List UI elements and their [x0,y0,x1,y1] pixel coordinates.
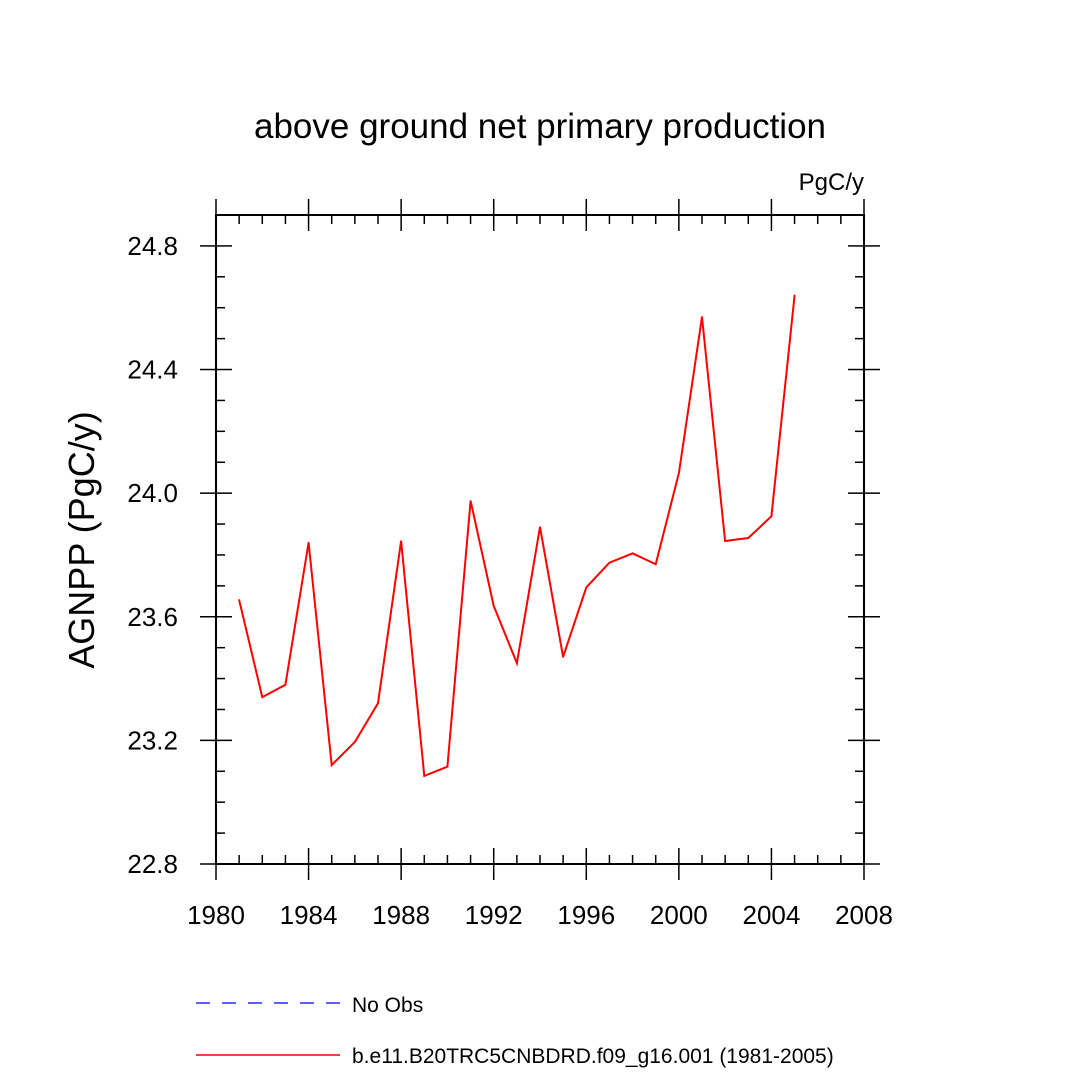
series-line [238,295,796,778]
legend-model-label: b.e11.B20TRC5CNBDRD.f09_g16.001 (1981-20… [352,1045,834,1068]
x-tick-label: 1992 [465,900,523,930]
data-point [562,656,564,658]
plot-frame [215,214,865,865]
data-point [469,500,472,502]
units-label: PgC/y [799,169,864,196]
data-point [238,598,240,601]
y-tick-label: 24.0 [127,478,178,508]
data-point [678,472,680,474]
y-tick-label: 22.8 [127,849,178,879]
data-point [261,696,264,698]
y-tick-label: 23.6 [127,602,178,632]
axis-ticks [200,199,880,880]
data-point [539,526,541,528]
data-point [585,586,588,589]
data-point [608,561,611,564]
data-point [354,741,356,743]
data-point [654,563,657,566]
data-point [377,702,379,705]
y-tick-labels: 22.8 23.2 23.6 24.0 24.4 24.8 [127,231,178,879]
data-point [400,540,402,542]
legend: No Obs b.e11.B20TRC5CNBDRD.f09_g16.001 (… [196,994,834,1068]
x-tick-label: 1980 [187,900,245,930]
data-point [492,605,495,607]
y-axis-label: AGNPP (PgC/y) [61,411,102,668]
data-point [770,515,773,518]
x-tick-label: 2004 [743,900,801,930]
y-tick-label: 24.8 [127,231,178,261]
x-tick-label: 2000 [650,900,708,930]
chart-title: above ground net primary production [254,107,826,146]
data-point [307,541,310,544]
x-tick-label: 1996 [557,900,615,930]
data-point [701,316,703,318]
x-tick-label: 2008 [835,900,893,930]
x-tick-label: 1988 [372,900,430,930]
data-point [747,537,750,539]
series-layer [238,294,796,778]
data-point [516,662,518,664]
x-tick-label: 1984 [280,900,338,930]
data-point [330,764,333,766]
y-tick-label: 24.4 [127,355,178,385]
data-point [793,294,796,297]
data-point [284,683,287,686]
x-tick-labels: 1980 1984 1988 1992 1996 2000 2004 2008 [187,900,893,930]
data-point [446,765,449,768]
legend-no-obs-label: No Obs [352,994,423,1017]
y-tick-label: 23.2 [127,725,178,755]
data-point [724,540,726,542]
data-point [631,552,634,555]
data-point [423,775,426,777]
